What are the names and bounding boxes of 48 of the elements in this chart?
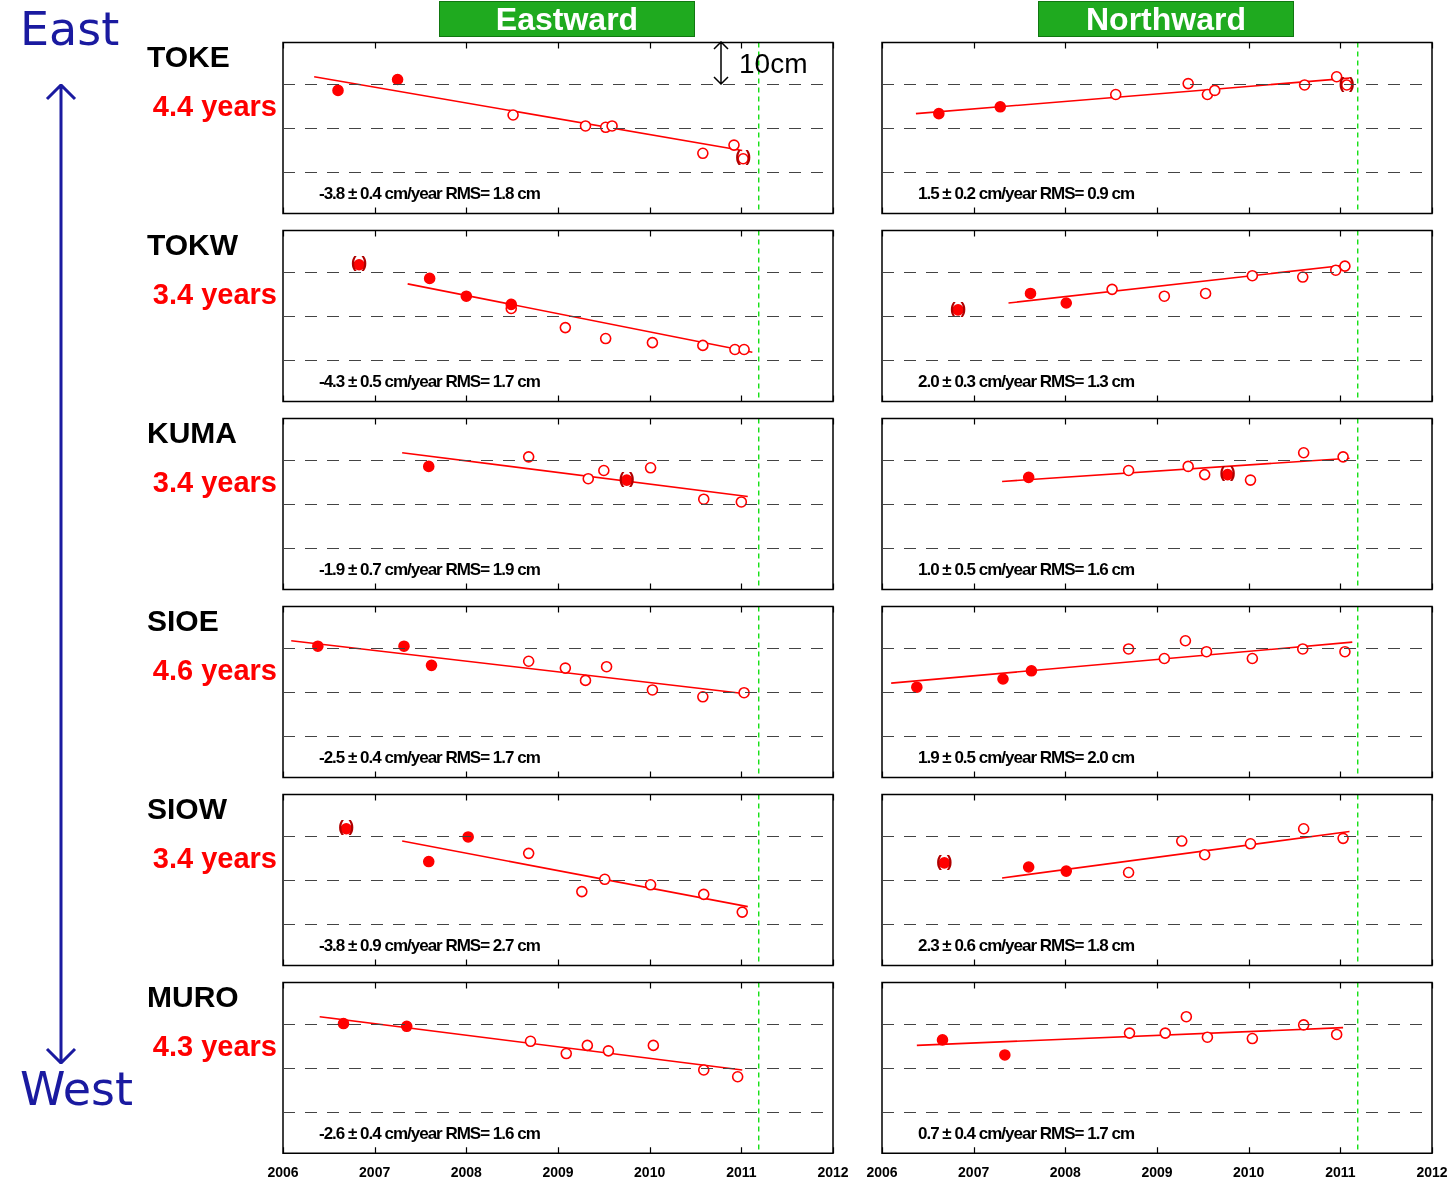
x-tick-label: 2011 — [1325, 1164, 1356, 1181]
annotation: -4.3 ± 0.5 cm/year RMS= 1.7 cm — [319, 372, 540, 392]
x-tick-label: 2011 — [726, 1164, 757, 1181]
annotation: ( ) — [338, 817, 355, 837]
text: 3.4 years — [151, 466, 277, 499]
chart-title: MURO — [147, 980, 239, 1014]
chart-title: SIOW — [147, 792, 227, 826]
x-tick-label: 2010 — [1233, 1164, 1265, 1181]
text: Eastward — [439, 1, 695, 37]
annotation: -1.9 ± 0.7 cm/year RMS= 1.9 cm — [319, 560, 540, 580]
annotation: ( ) — [936, 851, 953, 871]
x-tick-label: 2007 — [958, 1164, 990, 1181]
text: 3.4 years — [151, 278, 277, 311]
chart-title: TOKW — [147, 228, 239, 262]
x-tick-label: 2008 — [450, 1164, 483, 1181]
x-tick-label: 2006 — [866, 1164, 898, 1181]
x-tick-label: 2008 — [1049, 1164, 1082, 1181]
text: Northward — [1038, 1, 1294, 37]
annotation: ( ) — [1219, 463, 1236, 483]
annotation: 1.9 ± 0.5 cm/year RMS= 2.0 cm — [918, 748, 1135, 768]
annotation: ( ) — [351, 253, 368, 273]
annotation: 1.5 ± 0.2 cm/year RMS= 0.9 cm — [918, 184, 1135, 204]
text: 4.4 years — [151, 90, 277, 123]
x-tick-label: 2012 — [817, 1164, 849, 1181]
x-tick-label: 2012 — [1416, 1164, 1448, 1181]
text: 4.6 years — [151, 654, 277, 687]
chart-title: SIOE — [147, 604, 219, 638]
text: West — [20, 1062, 134, 1116]
x-tick-label: 2006 — [267, 1164, 299, 1181]
annotation: 0.7 ± 0.4 cm/year RMS= 1.7 cm — [918, 1124, 1135, 1144]
annotation: -2.5 ± 0.4 cm/year RMS= 1.7 cm — [319, 748, 540, 768]
annotation: 2.0 ± 0.3 cm/year RMS= 1.3 cm — [918, 372, 1135, 392]
text: East — [20, 2, 120, 56]
annotation: -3.8 ± 0.9 cm/year RMS= 2.7 cm — [319, 936, 540, 956]
x-tick-label: 2009 — [1141, 1164, 1173, 1181]
annotation: 10cm — [739, 48, 808, 80]
annotation: ( ) — [618, 468, 635, 488]
annotation: 1.0 ± 0.5 cm/year RMS= 1.6 cm — [918, 560, 1135, 580]
chart-title: TOKE — [147, 40, 230, 74]
annotation: -3.8 ± 0.4 cm/year RMS= 1.8 cm — [319, 184, 540, 204]
x-tick-label: 2010 — [634, 1164, 666, 1181]
x-tick-label: 2009 — [542, 1164, 574, 1181]
x-tick-label: 2007 — [359, 1164, 391, 1181]
text: 3.4 years — [151, 842, 277, 875]
annotation: -2.6 ± 0.4 cm/year RMS= 1.6 cm — [319, 1124, 540, 1144]
chart-title: KUMA — [147, 416, 237, 450]
text: 4.3 years — [151, 1030, 277, 1063]
annotation: 2.3 ± 0.6 cm/year RMS= 1.8 cm — [918, 936, 1135, 956]
